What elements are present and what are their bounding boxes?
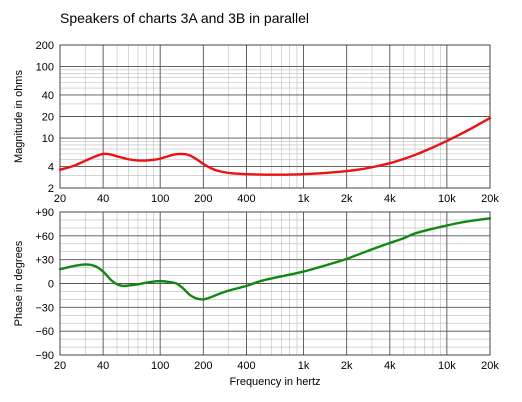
x-tick-label: 20k: [481, 193, 499, 205]
y-tick-label: −60: [35, 326, 54, 338]
x-tick-label: 40: [97, 193, 109, 205]
x-tick-label: 100: [151, 193, 169, 205]
x-tick-label: 10k: [438, 360, 456, 372]
phase-panel: 20 40 100 200 400 1k 2k 4k 10k 20k +90 +60 +30 0 −30 −6…: [13, 207, 499, 388]
magnitude-panel: 20 40 100 200 400 1k 2k 4k 10k 20k 200 100 40 20 10 4 2 M…: [13, 40, 499, 205]
y-tick-label: +60: [35, 231, 54, 243]
y-tick-label: 200: [36, 40, 54, 52]
y-axis-label: Magnitude in ohms: [13, 70, 25, 163]
x-axis-label: Frequency in hertz: [229, 376, 320, 388]
x-tick-label: 1k: [298, 360, 310, 372]
y-tick-label: 2: [48, 183, 54, 195]
y-tick-label: 100: [36, 62, 54, 74]
x-tick-label: 20: [54, 193, 66, 205]
plot-frame: [59, 44, 491, 189]
y-tick-label: −90: [35, 350, 54, 362]
y-tick-label: 40: [42, 90, 54, 102]
series-line: [58, 217, 492, 301]
x-tick-label: 400: [237, 360, 255, 372]
x-tick-label: 4k: [384, 360, 396, 372]
x-tick-label: 100: [151, 360, 169, 372]
x-tick-label: 200: [194, 360, 212, 372]
y-tick-label: 4: [48, 161, 54, 173]
x-tick-label: 2k: [341, 360, 353, 372]
chart-title: Speakers of charts 3A and 3B in parallel: [60, 10, 309, 26]
y-tick-label: +30: [35, 255, 54, 267]
y-tick-label: +90: [35, 207, 54, 219]
x-tick-label: 200: [194, 193, 212, 205]
plot-frame: [59, 211, 491, 356]
y-axis-label: Phase in degrees: [13, 240, 25, 326]
x-tick-label: 20: [54, 360, 66, 372]
y-tick-label: 0: [48, 279, 54, 291]
x-tick-label: 400: [237, 193, 255, 205]
x-tick-label: 2k: [341, 193, 353, 205]
series-line: [58, 116, 492, 176]
x-tick-label: 40: [97, 360, 109, 372]
x-tick-label: 20k: [481, 360, 499, 372]
y-tick-label: 20: [42, 112, 54, 124]
y-tick-label: 10: [42, 133, 54, 145]
y-tick-label: −30: [35, 302, 54, 314]
x-tick-label: 10k: [438, 193, 456, 205]
x-tick-label: 4k: [384, 193, 396, 205]
x-tick-label: 1k: [298, 193, 310, 205]
